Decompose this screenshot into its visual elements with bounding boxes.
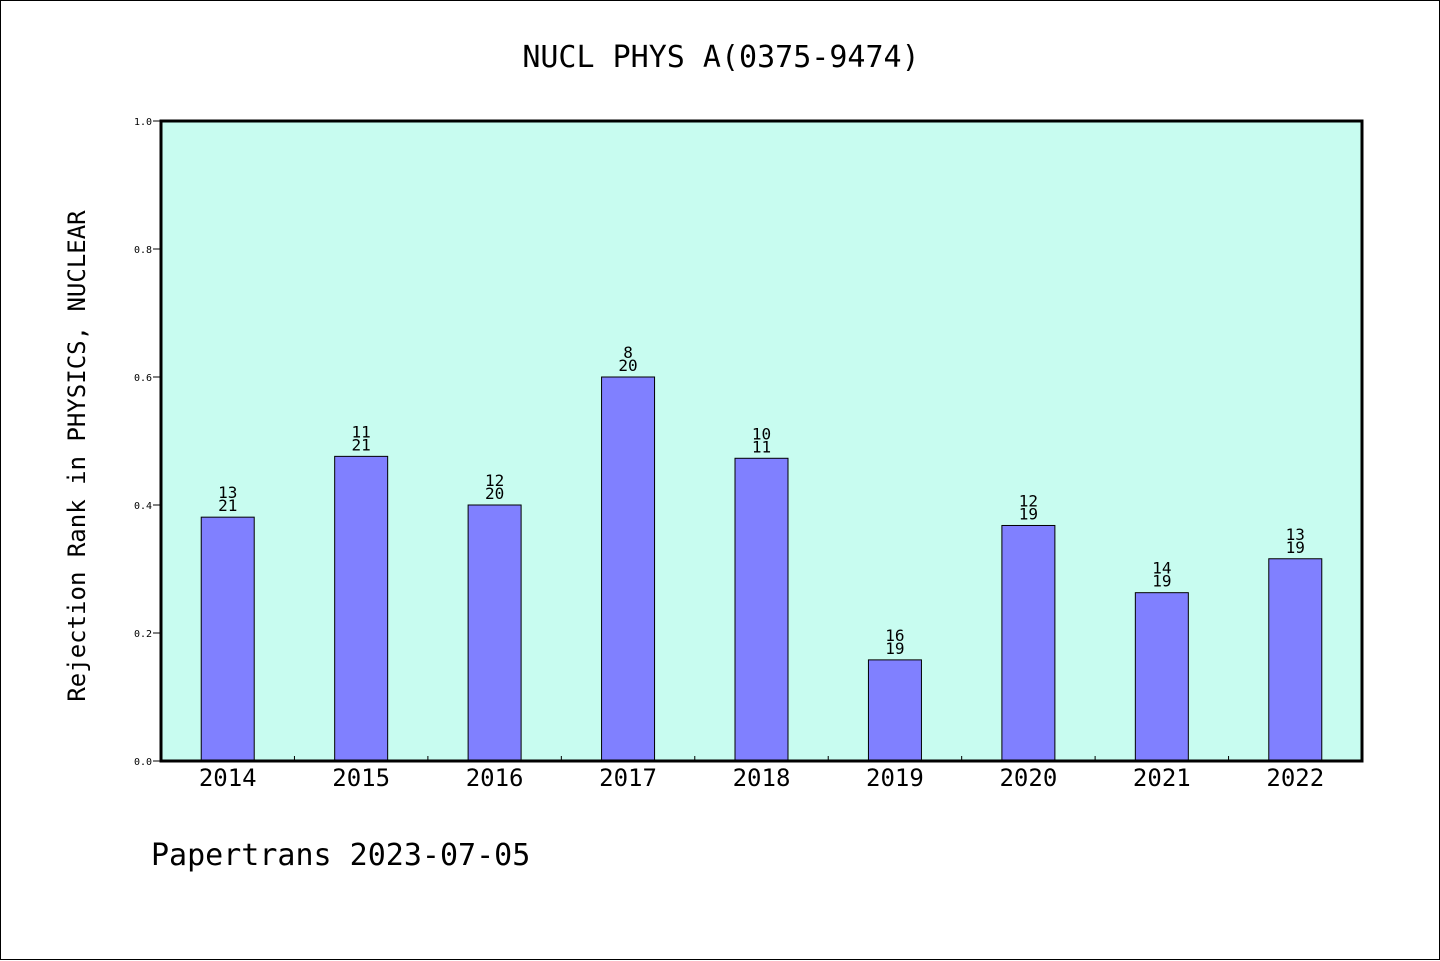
data-label-bottom: 21 xyxy=(218,496,237,515)
data-label-bottom: 19 xyxy=(1152,572,1171,591)
data-label-bottom: 19 xyxy=(885,639,904,658)
data-label-bottom: 19 xyxy=(1019,504,1038,523)
bar-2021 xyxy=(1134,592,1189,762)
data-label-bottom: 20 xyxy=(485,484,504,503)
y-tick-label: 1.0 xyxy=(134,117,152,128)
data-label-bottom: 11 xyxy=(752,437,771,456)
x-tick-label: 2019 xyxy=(866,764,924,792)
y-axis-label: Rejection Rank in PHYSICS, NUCLEAR xyxy=(63,210,91,702)
y-tick-label: 0.8 xyxy=(134,245,152,256)
bar-2020 xyxy=(1001,524,1056,762)
x-tick-label: 2015 xyxy=(332,764,390,792)
data-label-bottom: 20 xyxy=(618,356,637,375)
data-label-top: 13 xyxy=(218,483,237,502)
plot-border xyxy=(159,119,1364,763)
bar-2014 xyxy=(200,516,255,762)
data-label-bottom: 19 xyxy=(1286,538,1305,557)
y-tick-label: 0.4 xyxy=(134,501,152,512)
bar-2018 xyxy=(734,457,789,762)
y-axis-ticks: 0.0 0.2 0.4 0.6 0.8 1.0 xyxy=(134,117,161,768)
data-label-top: 10 xyxy=(752,424,771,443)
x-axis-ticks: 2014 2015 2016 2017 2018 2019 2020 2021 2022 xyxy=(199,756,1324,792)
bar-2015 xyxy=(334,455,389,762)
data-label-top: 13 xyxy=(1286,525,1305,544)
bar-2016 xyxy=(467,504,522,762)
x-tick-label: 2017 xyxy=(599,764,657,792)
y-tick-label: 0.2 xyxy=(134,629,152,640)
bar-2017 xyxy=(601,376,656,762)
y-tick-label: 0.6 xyxy=(134,373,152,384)
data-label-top: 11 xyxy=(352,422,371,441)
x-tick-label: 2020 xyxy=(999,764,1057,792)
data-label-top: 16 xyxy=(885,626,904,645)
bars-group xyxy=(200,376,1323,762)
x-tick-label: 2016 xyxy=(466,764,524,792)
bar-2019 xyxy=(867,659,922,762)
data-label-top: 12 xyxy=(1019,491,1038,510)
x-tick-label: 2022 xyxy=(1266,764,1324,792)
x-tick-label: 2021 xyxy=(1133,764,1191,792)
x-tick-label: 2018 xyxy=(733,764,791,792)
bar-2022 xyxy=(1268,558,1323,762)
footer-text: Papertrans 2023-07-05 xyxy=(151,838,530,873)
data-label-top: 14 xyxy=(1152,559,1171,578)
data-label-top: 8 xyxy=(623,343,633,362)
y-tick-label: 0.0 xyxy=(134,757,152,768)
data-label-bottom: 21 xyxy=(352,435,371,454)
data-label-top: 12 xyxy=(485,471,504,490)
x-tick-label: 2014 xyxy=(199,764,257,792)
chart-title: NUCL PHYS A(0375-9474) xyxy=(522,40,919,75)
